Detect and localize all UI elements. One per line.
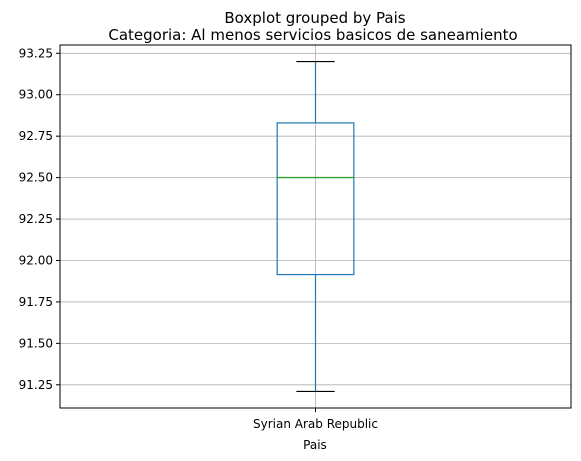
x-tick-label: Syrian Arab Republic (253, 417, 378, 431)
y-tick-label: 92.25 (19, 212, 53, 226)
plot-area-frame (59, 44, 572, 409)
y-tick-label: 93.00 (19, 88, 53, 102)
y-tick-label: 92.75 (19, 129, 53, 143)
x-axis-label: Pais (303, 438, 327, 452)
y-axis-ticks: 91.25 91.50 91.75 92.00 92.25 92.50 92.75 93.00… (19, 46, 60, 392)
x-axis-ticks: Syrian Arab Republic (253, 408, 378, 431)
box-plots (276, 60, 355, 393)
y-tick-label: 92.50 (19, 171, 53, 185)
iqr-box (276, 122, 355, 276)
chart-title: Categoria: Al menos servicios basicos de… (108, 26, 517, 44)
y-tick-label: 93.25 (19, 46, 53, 60)
chart-suptitle: Boxplot grouped by Pais (224, 9, 405, 27)
y-tick-label: 92.00 (19, 253, 53, 267)
y-tick-label: 91.50 (19, 336, 53, 350)
y-tick-label: 91.75 (19, 295, 53, 309)
y-tick-label: 91.25 (19, 378, 53, 392)
